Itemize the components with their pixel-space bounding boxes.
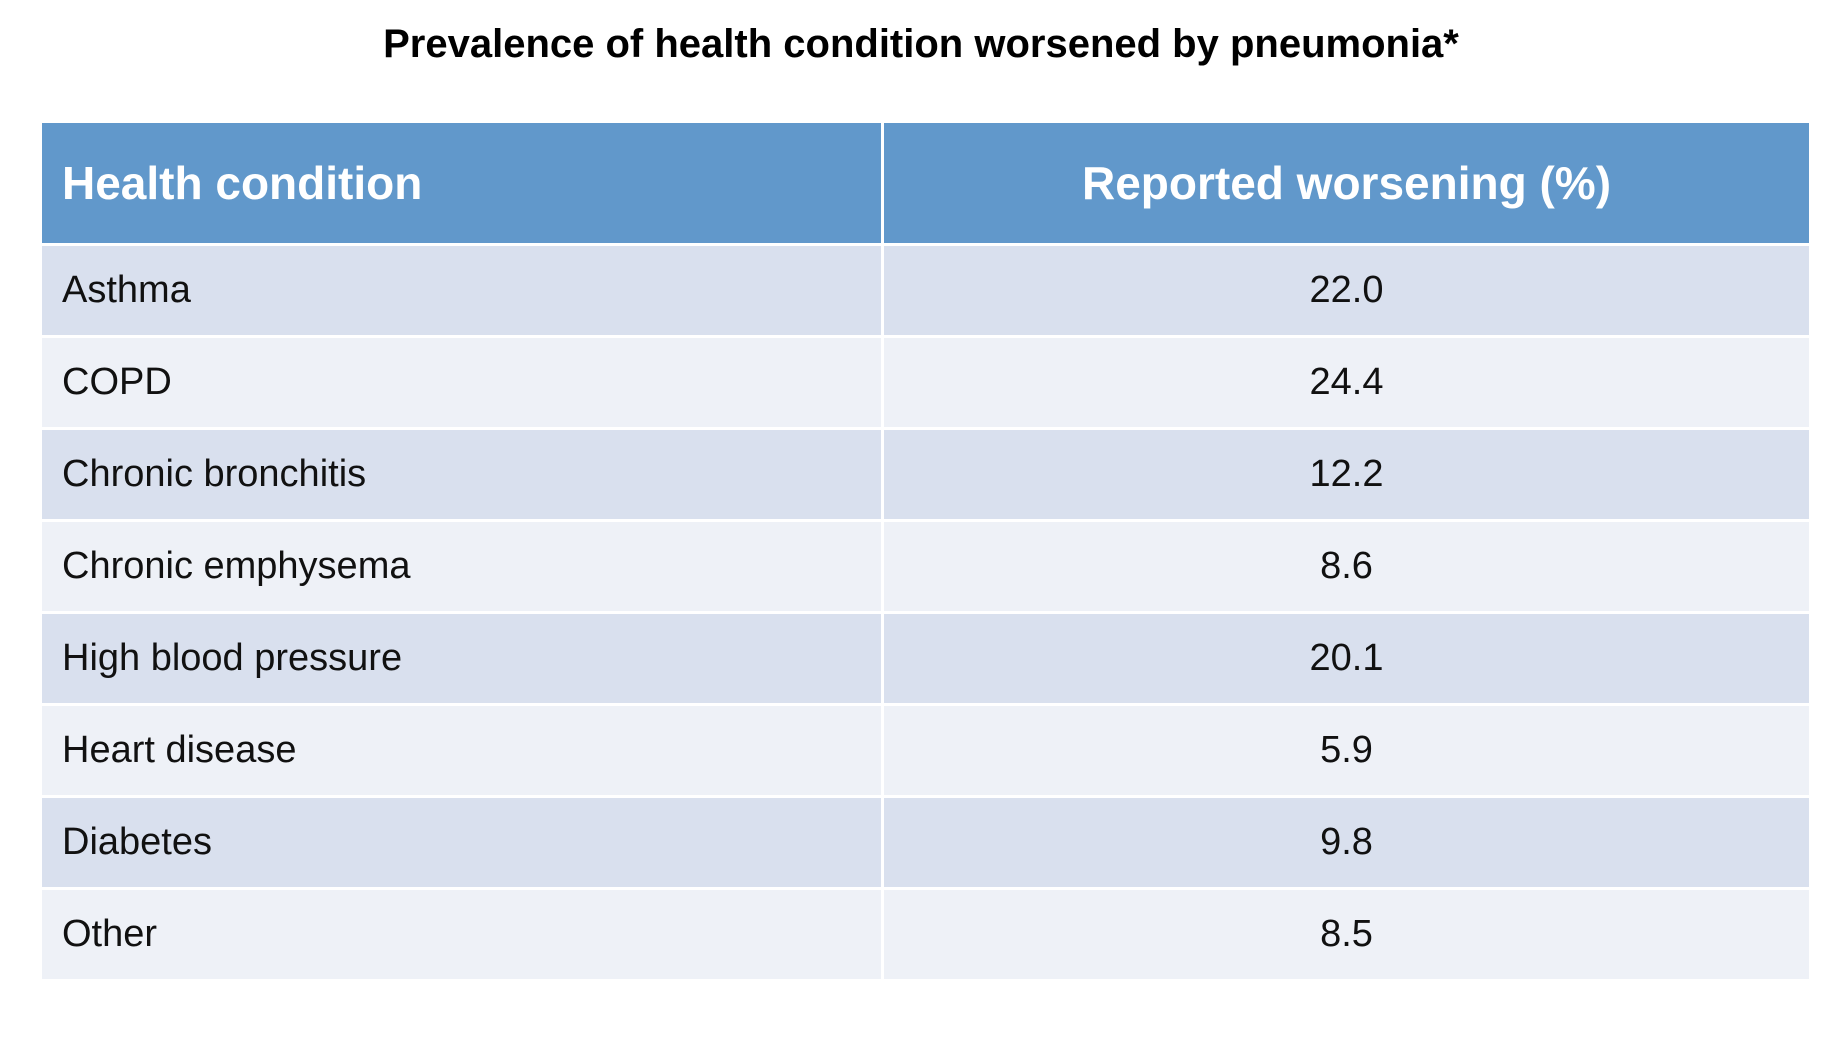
value-cell: 20.1 (881, 611, 1812, 706)
table-row: Chronic emphysema 8.6 (39, 519, 1812, 614)
value-cell: 22.0 (881, 243, 1812, 338)
table-row: Chronic bronchitis 12.2 (39, 427, 1812, 522)
table-row: COPD 24.4 (39, 335, 1812, 430)
value-cell: 24.4 (881, 335, 1812, 430)
value-cell: 5.9 (881, 703, 1812, 798)
condition-cell: Chronic emphysema (39, 519, 884, 614)
table-row: Asthma 22.0 (39, 243, 1812, 338)
value-cell: 8.6 (881, 519, 1812, 614)
value-cell: 9.8 (881, 795, 1812, 890)
header-row: Health condition Reported worsening (%) (39, 120, 1812, 246)
value-cell: 8.5 (881, 887, 1812, 982)
data-table: Health condition Reported worsening (%) … (39, 120, 1812, 982)
condition-cell: Other (39, 887, 884, 982)
table-row: Other 8.5 (39, 887, 1812, 982)
condition-cell: Heart disease (39, 703, 884, 798)
value-cell: 12.2 (881, 427, 1812, 522)
condition-cell: COPD (39, 335, 884, 430)
column-header: Reported worsening (%) (881, 120, 1812, 246)
title: Prevalence of health condition worsened … (383, 22, 1459, 66)
table-row: Heart disease 5.9 (39, 703, 1812, 798)
table-row: High blood pressure 20.1 (39, 611, 1812, 706)
condition-cell: Chronic bronchitis (39, 427, 884, 522)
condition-cell: Diabetes (39, 795, 884, 890)
table-body: Asthma 22.0 COPD 24.4 Chronic bronchitis 12.2… (39, 243, 1812, 982)
column-header: Health condition (39, 120, 884, 246)
table-head: Health condition Reported worsening (%) (39, 120, 1812, 246)
condition-cell: High blood pressure (39, 611, 884, 706)
condition-cell: Asthma (39, 243, 884, 338)
table-row: Diabetes 9.8 (39, 795, 1812, 890)
